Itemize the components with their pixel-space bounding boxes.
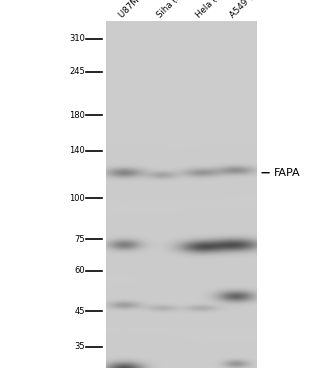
Text: 310: 310 xyxy=(69,34,85,43)
Text: Siha (H): Siha (H) xyxy=(155,0,186,20)
Text: FAPA: FAPA xyxy=(274,168,300,178)
Text: Hela (H): Hela (H) xyxy=(194,0,225,20)
Text: 245: 245 xyxy=(69,67,85,76)
Bar xyxy=(106,22,256,368)
Text: 60: 60 xyxy=(74,266,85,275)
Text: 180: 180 xyxy=(69,111,85,120)
Text: 140: 140 xyxy=(69,147,85,156)
Text: 75: 75 xyxy=(74,234,85,243)
Text: U87MG (H): U87MG (H) xyxy=(117,0,157,20)
Text: 100: 100 xyxy=(69,194,85,203)
Text: 45: 45 xyxy=(74,307,85,316)
Text: A549 (H): A549 (H) xyxy=(228,0,262,20)
Text: 35: 35 xyxy=(74,342,85,351)
